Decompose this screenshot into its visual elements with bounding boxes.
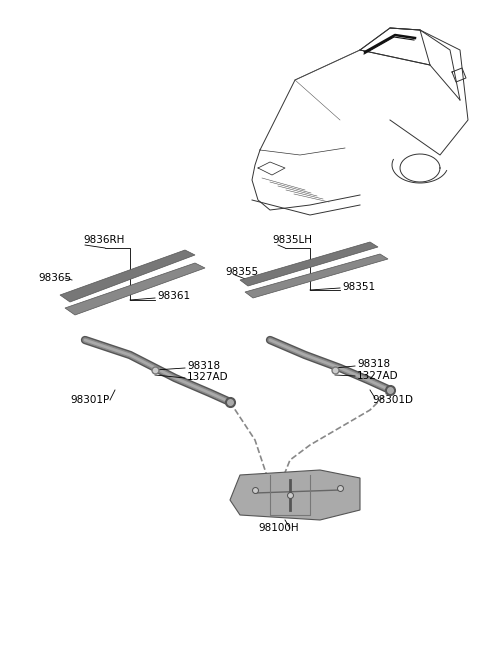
Text: 98301P: 98301P (70, 395, 109, 405)
Polygon shape (230, 470, 360, 520)
Text: 9836RH: 9836RH (83, 235, 124, 245)
Text: 1327AD: 1327AD (357, 371, 398, 381)
Text: 98365: 98365 (38, 273, 71, 283)
Text: 98318: 98318 (187, 361, 220, 371)
Polygon shape (240, 242, 378, 286)
Text: 98301D: 98301D (372, 395, 413, 405)
Text: 98351: 98351 (342, 282, 375, 292)
Polygon shape (65, 263, 205, 315)
Text: 98100H: 98100H (258, 523, 299, 533)
Text: 1327AD: 1327AD (187, 372, 228, 382)
Polygon shape (60, 250, 195, 302)
Text: 98361: 98361 (157, 291, 190, 301)
Polygon shape (245, 254, 388, 298)
Text: 9835LH: 9835LH (272, 235, 312, 245)
Text: 98355: 98355 (225, 267, 258, 277)
Text: 98318: 98318 (357, 359, 390, 369)
